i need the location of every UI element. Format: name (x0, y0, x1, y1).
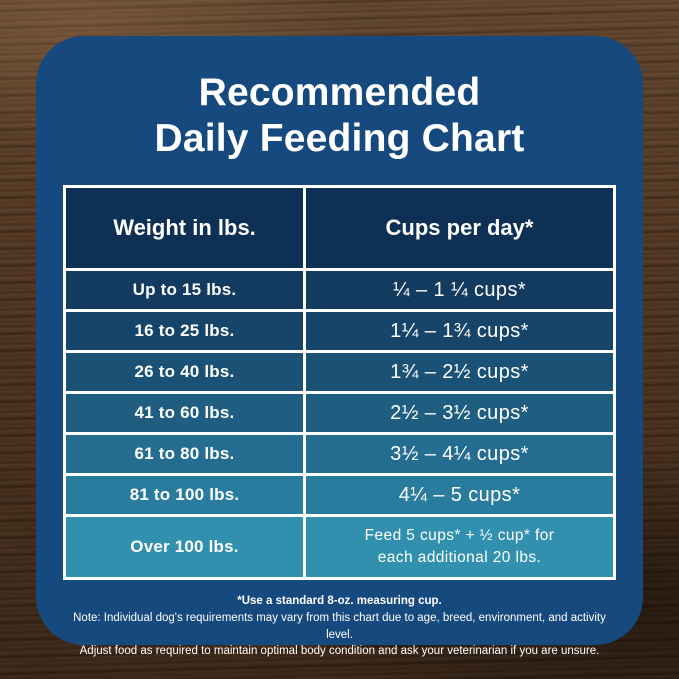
table-row: 26 to 40 lbs. 1¾ – 2½ cups* (66, 353, 613, 392)
page-title-line1: Recommended (198, 71, 481, 114)
footnote-note-line1: Note: Individual dog's requirements may … (73, 611, 606, 641)
footnotes: *Use a standard 8-oz. measuring cup. Not… (60, 593, 620, 660)
table-row: 61 to 80 lbs. 3½ – 4¼ cups* (66, 435, 613, 474)
feeding-chart-card: Recommended Daily Feeding Chart Weight i… (36, 36, 643, 657)
page-title-line2: Daily Feeding Chart (154, 116, 525, 160)
weight-cell: Up to 15 lbs. (66, 271, 303, 310)
cups-cell: 2½ – 3½ cups* (306, 394, 613, 433)
weight-cell: 26 to 40 lbs. (66, 353, 303, 392)
footnote-note-line2: Adjust food as required to maintain opti… (79, 645, 600, 658)
table-row: 16 to 25 lbs. 1¼ – 1¾ cups* (66, 312, 613, 351)
weight-cell: 41 to 60 lbs. (66, 394, 303, 433)
weight-cell: 16 to 25 lbs. (66, 312, 303, 351)
cups-cell: 4¼ – 5 cups* (306, 476, 613, 515)
footnote-measuring-cup: *Use a standard 8-oz. measuring cup. (237, 595, 442, 608)
weight-cell: Over 100 lbs. (66, 517, 303, 578)
table-row: Over 100 lbs. Feed 5 cups* + ½ cup* for … (66, 517, 613, 578)
column-header-cups: Cups per day* (306, 188, 613, 269)
cups-cell: 3½ – 4¼ cups* (306, 435, 613, 474)
table-row: 81 to 100 lbs. 4¼ – 5 cups* (66, 476, 613, 515)
cups-cell: Feed 5 cups* + ½ cup* for each additiona… (306, 517, 613, 578)
page-title: Recommended Daily Feeding Chart (154, 70, 524, 161)
feeding-table: Weight in lbs. Cups per day* Up to 15 lb… (63, 185, 616, 581)
table-row: 41 to 60 lbs. 2½ – 3½ cups* (66, 394, 613, 433)
table-row: Up to 15 lbs. ¼ – 1 ¼ cups* (66, 271, 613, 310)
cups-cell: 1¼ – 1¾ cups* (306, 312, 613, 351)
weight-cell: 61 to 80 lbs. (66, 435, 303, 474)
cups-cell: ¼ – 1 ¼ cups* (306, 271, 613, 310)
cups-cell: 1¾ – 2½ cups* (306, 353, 613, 392)
column-header-weight: Weight in lbs. (66, 188, 303, 269)
weight-cell: 81 to 100 lbs. (66, 476, 303, 515)
table-header-row: Weight in lbs. Cups per day* (66, 188, 613, 269)
